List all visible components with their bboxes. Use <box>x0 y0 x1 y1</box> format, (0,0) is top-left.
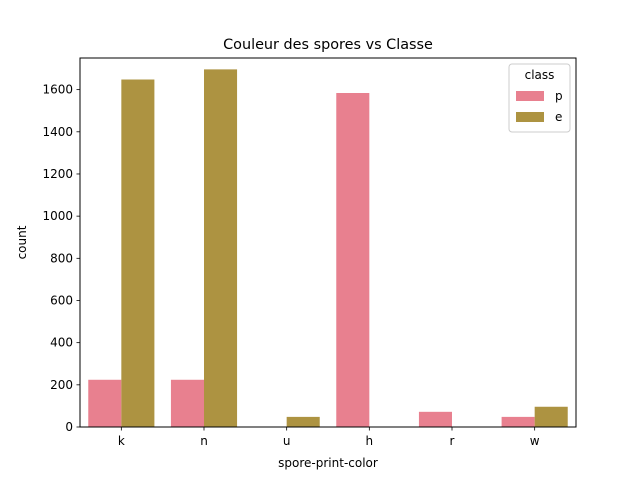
bar-u-e <box>286 416 320 427</box>
bar-k-p <box>88 379 122 427</box>
legend-swatch-e <box>516 112 544 122</box>
bar-h-p <box>336 93 370 427</box>
bar-w-p <box>501 416 535 427</box>
y-tick-label: 600 <box>50 293 73 307</box>
y-tick-label: 800 <box>50 251 73 265</box>
bar-n-p <box>170 379 204 427</box>
y-tick-label: 200 <box>50 378 73 392</box>
x-tick-label: u <box>283 434 291 448</box>
bar-n-e <box>204 69 238 427</box>
bars-layer <box>88 69 568 427</box>
chart-title: Couleur des spores vs Classe <box>223 37 433 53</box>
bar-r-p <box>418 411 452 427</box>
y-tick-label: 1400 <box>42 125 73 139</box>
plot-frame <box>79 57 577 428</box>
y-tick-label: 1000 <box>42 209 73 223</box>
bar-w-e <box>534 406 568 427</box>
legend-swatch-p <box>516 91 544 101</box>
y-tick-label: 1200 <box>42 167 73 181</box>
x-tick-label: w <box>530 434 540 448</box>
x-tick-label: r <box>450 434 455 448</box>
legend-label-p: p <box>555 89 563 103</box>
legend-title: class <box>525 68 555 82</box>
x-tick-label: h <box>366 434 374 448</box>
x-tick-label: n <box>200 434 208 448</box>
x-tick-label: k <box>118 434 125 448</box>
y-axis-label: count <box>15 225 29 259</box>
y-tick-label: 0 <box>65 420 73 434</box>
legend-label-e: e <box>555 110 562 124</box>
bar-k-e <box>121 79 155 427</box>
x-axis-label: spore-print-color <box>278 456 378 470</box>
y-tick-label: 400 <box>50 336 73 350</box>
y-axis: 0 200 400 600 800 1000 1200 1400 1600 <box>42 83 80 434</box>
y-tick-label: 1600 <box>42 83 73 97</box>
